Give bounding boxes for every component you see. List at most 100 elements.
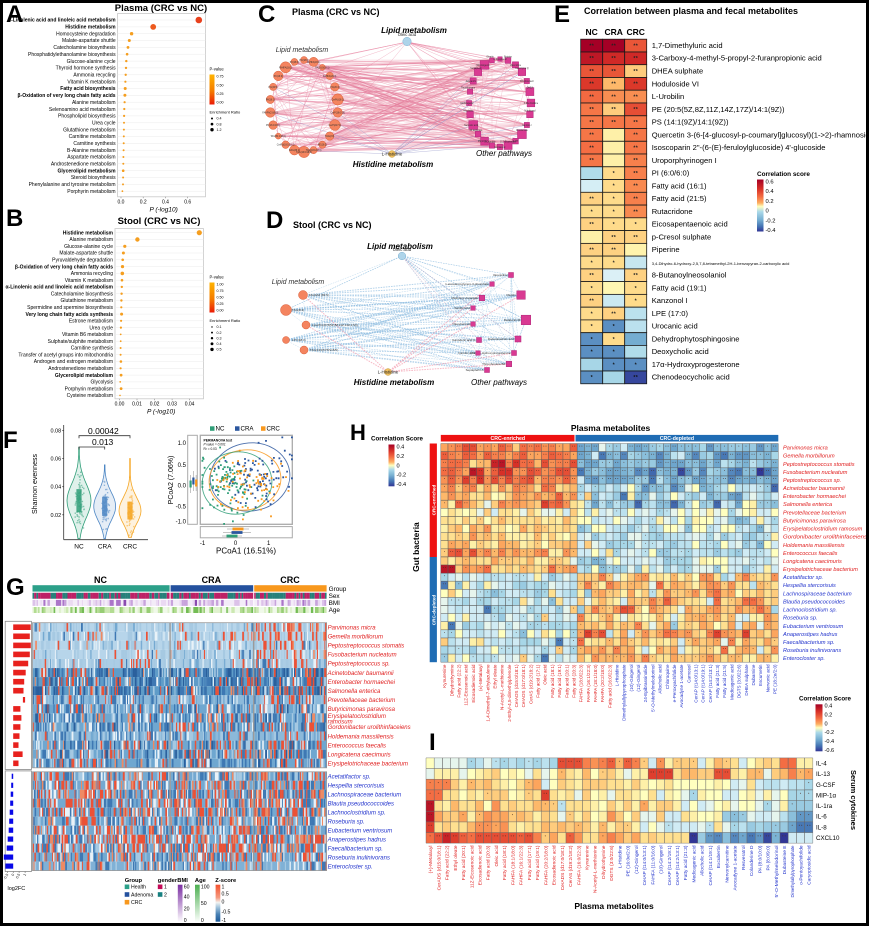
svg-text:Plasma metabolites: Plasma metabolites — [571, 423, 651, 433]
svg-text:Holdemania massiliensis: Holdemania massiliensis — [783, 543, 845, 549]
svg-text:Selenoamino acid metabolism: Selenoamino acid metabolism — [49, 107, 116, 113]
svg-text:FAHFA (16:1/22:3): FAHFA (16:1/22:3) — [519, 845, 525, 885]
svg-text:Enterobacter hormaechei: Enterobacter hormaechei — [328, 680, 396, 686]
svg-text:Carnitic acid: Carnitic acid — [458, 351, 475, 355]
svg-text:Thromboxane: Thromboxane — [461, 87, 476, 90]
svg-text:**: ** — [611, 94, 616, 100]
svg-text:CRA: CRA — [604, 27, 622, 37]
svg-text:DGTS (3:0/22:6): DGTS (3:0/22:6) — [609, 845, 615, 881]
svg-text:0.0: 0.0 — [178, 484, 187, 490]
svg-text:**: ** — [589, 197, 594, 203]
svg-text:Roseburia sp.: Roseburia sp. — [783, 616, 818, 622]
svg-text:Vitamin B6 metabolism: Vitamin B6 metabolism — [62, 332, 113, 338]
svg-text:CerAP (t14:2/13:1): CerAP (t14:2/13:1) — [708, 664, 713, 703]
svg-text:PA (8:0/10:0): PA (8:0/10:0) — [757, 845, 763, 873]
svg-text:Other pathways: Other pathways — [471, 378, 527, 387]
svg-text:-1: -1 — [200, 541, 206, 547]
svg-text:Vitamin K metabolism: Vitamin K metabolism — [65, 278, 113, 284]
svg-text:Correlation Score: Correlation Score — [799, 696, 851, 703]
svg-text:Dihydrothymine: Dihydrothymine — [601, 845, 607, 879]
svg-text:Avocadyne 1-acetate: Avocadyne 1-acetate — [679, 664, 684, 708]
svg-text:Phenylalanine and tyrosine met: Phenylalanine and tyrosine metabolism — [29, 182, 116, 188]
svg-text:**: ** — [589, 158, 594, 164]
svg-text:Colanderine D: Colanderine D — [749, 845, 755, 876]
svg-text:DHEA sulphate: DHEA sulphate — [652, 67, 704, 76]
svg-text:NC: NC — [94, 575, 107, 585]
svg-text:CRC-depleted: CRC-depleted — [431, 595, 436, 626]
svg-text:FAHFA (18:1/18:0): FAHFA (18:1/18:0) — [593, 664, 598, 702]
svg-text:Fatty acid (21:5): Fatty acid (21:5) — [652, 194, 707, 203]
svg-text:L-Histidine: L-Histidine — [382, 152, 403, 157]
svg-text:Dimethylallylpyrophosphate: Dimethylallylpyrophosphate — [622, 664, 627, 721]
svg-text:Nervonic acid: Nervonic acid — [464, 124, 479, 127]
svg-text:Peptostreptococcus sp.: Peptostreptococcus sp. — [783, 478, 841, 484]
svg-text:PCoA1 (16.51%): PCoA1 (16.51%) — [216, 547, 276, 556]
svg-text:DAG(36:2): DAG(36:2) — [289, 149, 300, 152]
svg-text:0.8: 0.8 — [217, 122, 222, 126]
svg-text:Gordonibacter urolithinfaceien: Gordonibacter urolithinfaceiens — [783, 535, 867, 541]
svg-text:20: 20 — [184, 907, 190, 913]
svg-text:CRC: CRC — [123, 544, 137, 551]
svg-text:Porphyrin metabolism: Porphyrin metabolism — [67, 189, 115, 195]
svg-text:40: 40 — [184, 895, 190, 901]
svg-text:Pyruvaldehyde degradation: Pyruvaldehyde degradation — [52, 258, 113, 264]
svg-text:PC(20:4): PC(20:4) — [330, 87, 339, 89]
svg-text:β-Oxidation of very long chain: β-Oxidation of very long chain fatty aci… — [15, 264, 113, 270]
svg-text:Glycerolipid metabolism: Glycerolipid metabolism — [58, 168, 117, 174]
svg-text:**: ** — [589, 82, 594, 88]
svg-text:Salmonella enterica: Salmonella enterica — [328, 689, 381, 695]
svg-text:(12)-Gingerol: (12)-Gingerol — [636, 665, 641, 692]
svg-text:1: 1 — [164, 885, 167, 891]
svg-text:**: ** — [633, 171, 638, 177]
svg-text:a-Tocopherol: a-Tocopherol — [493, 58, 507, 61]
svg-text:G-CSF: G-CSF — [816, 782, 835, 789]
svg-text:(±)-Metalaxyl: (±)-Metalaxyl — [478, 664, 483, 691]
svg-text:P (-log10): P (-log10) — [147, 409, 175, 416]
svg-text:Serum cytokines: Serum cytokines — [849, 770, 858, 830]
svg-text:Parvimonas micra: Parvimonas micra — [783, 446, 828, 452]
svg-text:0.01: 0.01 — [132, 402, 142, 408]
svg-text:Fatty acid (21:3): Fatty acid (21:3) — [715, 664, 720, 698]
svg-text:0: 0 — [397, 463, 400, 469]
svg-text:CerAP (t14:2/13:1): CerAP (t14:2/13:1) — [675, 845, 681, 885]
svg-text:Glucose-alanine cycle: Glucose-alanine cycle — [64, 244, 113, 250]
svg-text:Ammonia recycling: Ammonia recycling — [71, 271, 113, 277]
svg-text:PG(19:1): PG(19:1) — [478, 141, 488, 143]
svg-text:Fatty acid (19:1): Fatty acid (19:1) — [535, 845, 541, 880]
svg-text:Roseburia sp.: Roseburia sp. — [328, 819, 365, 825]
svg-text:Fatty acid (22:2): Fatty acid (22:2) — [457, 664, 462, 698]
svg-text:Salmonella enterica: Salmonella enterica — [783, 502, 832, 508]
svg-text:Fatty acid (21:5): Fatty acid (21:5) — [722, 664, 727, 698]
svg-text:Androstenedione metabolism: Androstenedione metabolism — [48, 366, 113, 372]
svg-text:*: * — [613, 337, 616, 343]
svg-text:0: 0 — [766, 209, 769, 215]
svg-text:1: 1 — [267, 541, 271, 547]
svg-text:CerAS (d19:2/18:2): CerAS (d19:2/18:2) — [528, 664, 533, 704]
svg-text:Glycolysis: Glycolysis — [90, 380, 113, 386]
svg-text:CerADS (d15:0/18:1): CerADS (d15:0/18:1) — [514, 664, 519, 707]
svg-text:**: ** — [589, 248, 594, 254]
svg-text:0.5: 0.5 — [222, 892, 229, 898]
svg-text:Carnitine synthesis: Carnitine synthesis — [71, 346, 114, 352]
svg-text:DGTS (3:0/22:6): DGTS (3:0/22:6) — [737, 664, 742, 698]
svg-text:TAG(16:0/18:1): TAG(16:0/18:1) — [296, 151, 312, 154]
svg-text:G: G — [6, 574, 25, 601]
svg-text:FAHFA (16:0/22:3): FAHFA (16:0/22:3) — [576, 845, 582, 885]
svg-text:Ammonia recycling: Ammonia recycling — [73, 73, 115, 79]
svg-text:*: * — [613, 222, 616, 228]
svg-text:IL-1ra: IL-1ra — [816, 803, 833, 810]
svg-text:FAHFA (20:2/18:0): FAHFA (20:2/18:0) — [600, 664, 605, 702]
svg-text:Peptostreptococcus sp.: Peptostreptococcus sp. — [328, 662, 390, 668]
svg-text:**: ** — [611, 311, 616, 317]
svg-text:FAHFA (16:1/22:3): FAHFA (16:1/22:3) — [586, 664, 591, 702]
svg-text:Alanine metabolism: Alanine metabolism — [69, 237, 113, 243]
svg-text:**: ** — [589, 299, 594, 305]
svg-text:1,7-Dimethyluric acid: 1,7-Dimethyluric acid — [652, 41, 723, 50]
svg-text:Nervonylcarnitine: Nervonylcarnitine — [724, 845, 730, 882]
svg-text:FAHFA(20:3): FAHFA(20:3) — [323, 75, 337, 78]
svg-text:Butyricimonas paravirosa: Butyricimonas paravirosa — [783, 518, 846, 524]
svg-text:Glycerolipid metabolism: Glycerolipid metabolism — [55, 373, 114, 379]
svg-text:-0.4: -0.4 — [766, 228, 777, 234]
svg-text:PA(18:2): PA(18:2) — [266, 99, 275, 102]
svg-text:Longicatena caecimuris: Longicatena caecimuris — [783, 559, 842, 565]
